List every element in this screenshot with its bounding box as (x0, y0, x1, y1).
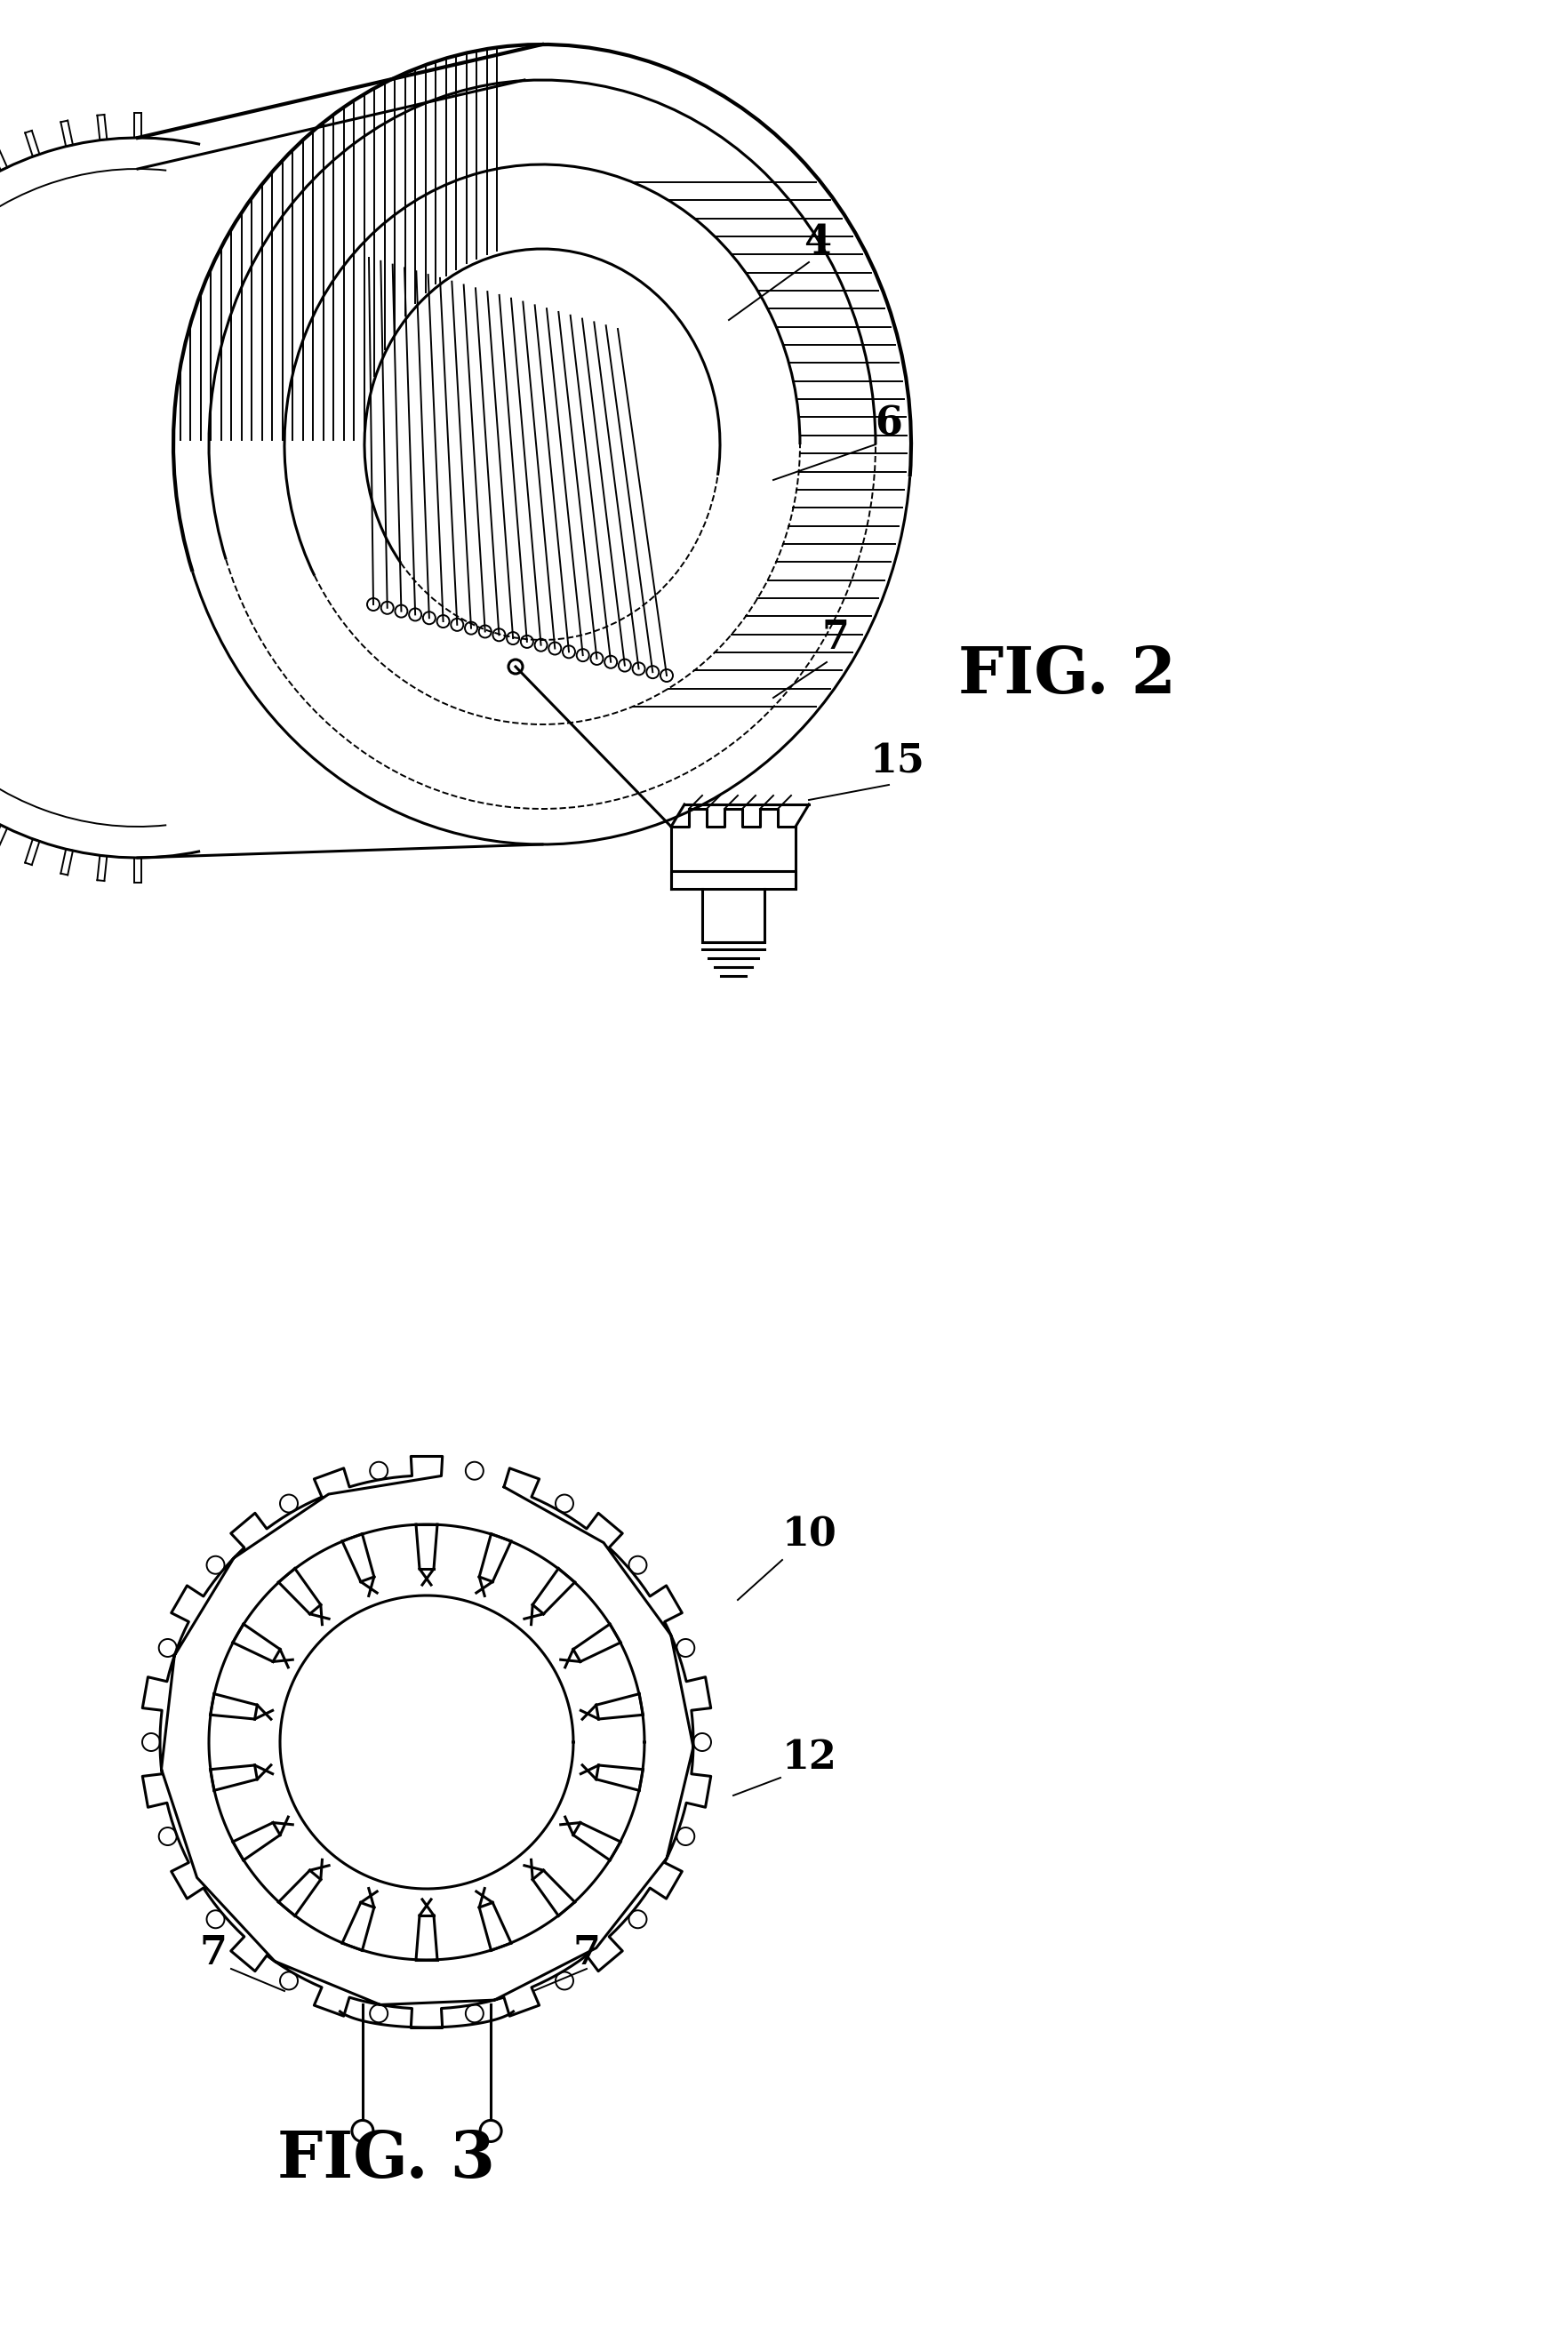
Text: 7: 7 (822, 618, 850, 656)
Text: 7: 7 (199, 1935, 227, 1972)
Text: 15: 15 (870, 743, 925, 781)
Text: 6: 6 (875, 404, 903, 444)
Text: 10: 10 (782, 1516, 837, 1554)
Text: 7: 7 (572, 1935, 601, 1972)
Text: 4: 4 (804, 223, 831, 261)
Text: 12: 12 (782, 1740, 837, 1777)
Text: FIG. 2: FIG. 2 (958, 644, 1176, 708)
Text: FIG. 3: FIG. 3 (278, 2128, 495, 2191)
